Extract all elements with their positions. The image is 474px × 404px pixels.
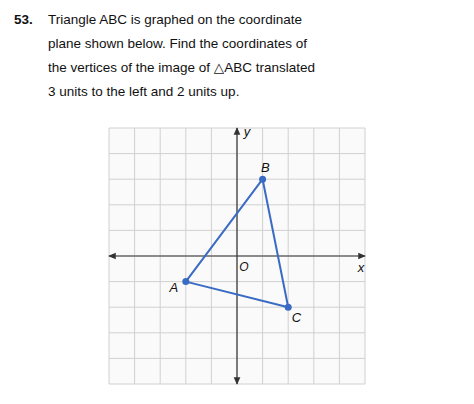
grid bbox=[109, 128, 365, 384]
problem-text: the vertices of the image of △ABC transl… bbox=[48, 60, 315, 75]
vertex-label: C bbox=[292, 310, 302, 325]
data-group bbox=[182, 176, 291, 311]
problem-text: Triangle ABC is graphed on the coordinat… bbox=[48, 12, 302, 27]
y-axis bbox=[236, 128, 237, 384]
chart: 53. Triangle ABC is graphed on the coordi… bbox=[0, 0, 474, 404]
vertex-label: B bbox=[261, 160, 270, 175]
y-axis-label: y bbox=[243, 124, 252, 139]
plot-area bbox=[109, 128, 365, 384]
title: 53. bbox=[14, 12, 33, 27]
problem-text: 3 units to the left and 2 units up. bbox=[48, 84, 239, 99]
grid-line bbox=[237, 128, 238, 384]
vertex-point bbox=[285, 304, 292, 311]
vertex-label: A bbox=[169, 280, 179, 295]
annotation: O bbox=[239, 260, 248, 274]
problem-text: plane shown below. Find the coordinates … bbox=[48, 36, 307, 51]
x-axis-label: x bbox=[357, 260, 365, 275]
vertex-point bbox=[259, 176, 266, 183]
triangle bbox=[186, 179, 288, 307]
vertex-point bbox=[182, 278, 189, 285]
